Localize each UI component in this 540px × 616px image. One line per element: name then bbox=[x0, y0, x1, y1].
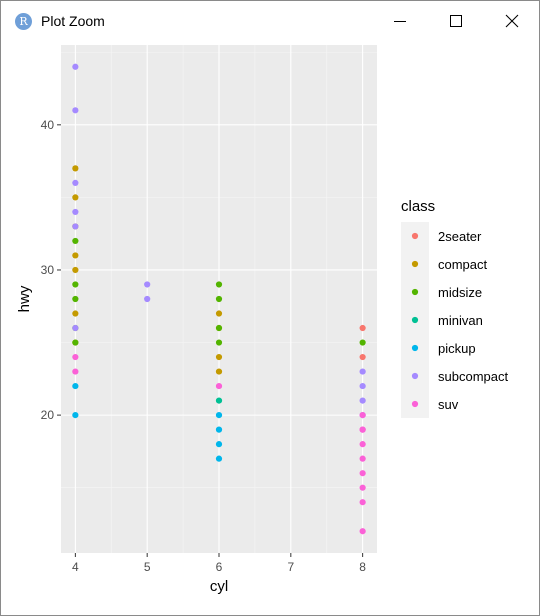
data-point-suv bbox=[359, 426, 366, 433]
close-button[interactable] bbox=[489, 1, 535, 41]
data-point-suv bbox=[72, 368, 79, 375]
window-title: Plot Zoom bbox=[41, 13, 105, 29]
data-point-suv bbox=[359, 499, 366, 506]
r-logo-icon: R bbox=[15, 13, 32, 30]
data-point-compact bbox=[72, 165, 79, 172]
minimize-button[interactable] bbox=[377, 1, 423, 41]
data-point-2seater bbox=[359, 353, 366, 361]
data-point-midsize bbox=[215, 295, 223, 303]
data-point-pickup bbox=[72, 382, 79, 390]
data-point-compact bbox=[72, 266, 79, 274]
data-point-minivan bbox=[215, 397, 223, 404]
x-tick-label: 8 bbox=[359, 560, 366, 574]
data-point-subcompact bbox=[144, 295, 151, 303]
data-point-subcompact bbox=[72, 223, 79, 230]
legend-title: class bbox=[401, 198, 435, 215]
data-point-midsize bbox=[359, 339, 366, 346]
data-point-suv bbox=[215, 382, 223, 390]
y-tick-label: 20 bbox=[41, 408, 55, 422]
legend-swatch-midsize bbox=[411, 288, 419, 296]
data-point-compact bbox=[215, 368, 223, 375]
data-point-suv bbox=[72, 353, 79, 361]
data-point-subcompact bbox=[72, 107, 79, 114]
data-point-midsize bbox=[72, 237, 79, 245]
data-point-compact bbox=[215, 353, 223, 361]
data-point-suv bbox=[359, 528, 366, 535]
y-tick-label: 30 bbox=[41, 263, 55, 277]
data-point-pickup bbox=[215, 426, 223, 433]
data-point-suv bbox=[359, 484, 366, 491]
legend-swatch-compact bbox=[411, 260, 419, 268]
legend-swatch-subcompact bbox=[411, 372, 419, 380]
data-point-midsize bbox=[72, 295, 79, 303]
data-point-midsize bbox=[215, 281, 223, 288]
legend-swatch-pickup bbox=[411, 344, 419, 352]
data-point-subcompact bbox=[72, 63, 79, 70]
x-tick-label: 5 bbox=[144, 560, 151, 574]
x-axis-title: cyl bbox=[210, 578, 228, 595]
legend-label-compact: compact bbox=[438, 257, 488, 272]
x-tick-label: 4 bbox=[72, 560, 79, 574]
data-point-subcompact bbox=[72, 324, 79, 332]
data-point-suv bbox=[359, 455, 366, 462]
maximize-icon bbox=[450, 15, 462, 27]
legend-swatch-2seater bbox=[411, 232, 419, 240]
data-point-midsize bbox=[215, 339, 223, 346]
close-icon bbox=[505, 14, 519, 28]
data-point-compact bbox=[215, 310, 223, 317]
data-point-midsize bbox=[72, 281, 79, 288]
data-point-subcompact bbox=[72, 179, 79, 186]
title-bar[interactable]: R Plot Zoom bbox=[1, 1, 539, 41]
data-point-compact bbox=[72, 194, 79, 201]
x-tick-label: 6 bbox=[216, 560, 223, 574]
data-point-2seater bbox=[359, 324, 366, 332]
data-point-suv bbox=[359, 470, 366, 477]
data-point-suv bbox=[359, 412, 366, 419]
legend-label-2seater: 2seater bbox=[438, 229, 482, 244]
legend-label-subcompact: subcompact bbox=[438, 369, 508, 384]
legend-swatch-minivan bbox=[411, 316, 419, 324]
legend-label-minivan: minivan bbox=[438, 313, 483, 328]
data-point-midsize bbox=[72, 339, 79, 346]
x-tick-label: 7 bbox=[287, 560, 294, 574]
data-point-subcompact bbox=[359, 382, 366, 390]
legend-swatch-suv bbox=[411, 400, 419, 408]
y-axis-title: hwy bbox=[16, 285, 33, 312]
data-point-pickup bbox=[215, 455, 223, 462]
data-point-subcompact bbox=[359, 397, 366, 404]
data-point-pickup bbox=[215, 441, 223, 448]
data-point-subcompact bbox=[144, 281, 151, 288]
data-point-subcompact bbox=[72, 208, 79, 216]
legend-label-suv: suv bbox=[438, 397, 459, 412]
legend-label-pickup: pickup bbox=[438, 341, 476, 356]
y-tick-label: 40 bbox=[41, 118, 55, 132]
data-point-subcompact bbox=[359, 368, 366, 375]
maximize-button[interactable] bbox=[433, 1, 479, 41]
data-point-pickup bbox=[72, 412, 79, 419]
data-point-pickup bbox=[215, 412, 223, 419]
data-point-compact bbox=[72, 310, 79, 317]
data-point-compact bbox=[72, 252, 79, 259]
data-point-suv bbox=[359, 441, 366, 448]
data-point-midsize bbox=[215, 324, 223, 332]
minimize-icon bbox=[394, 21, 406, 22]
legend-label-midsize: midsize bbox=[438, 285, 482, 300]
